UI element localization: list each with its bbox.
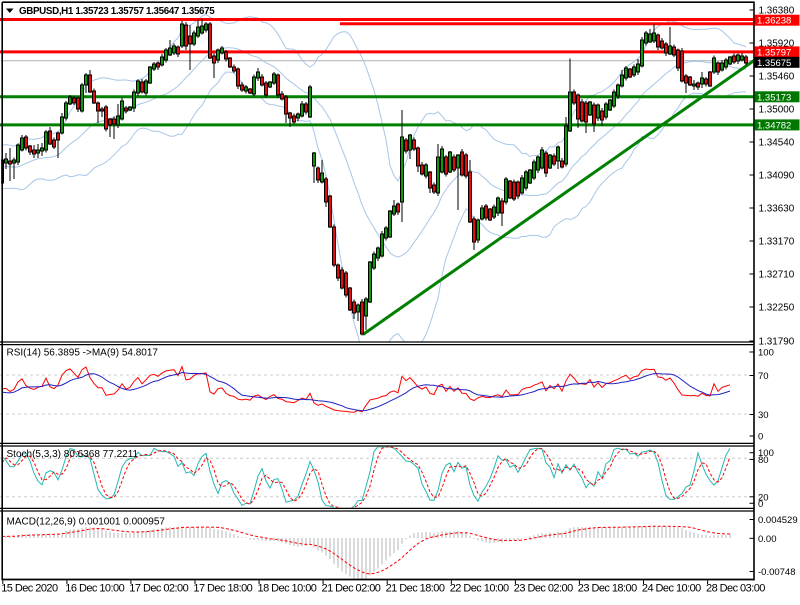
svg-text:RSI(14) 56.3895 ->MA(9) 54.80: RSI(14) 56.3895 ->MA(9) 54.8017 <box>7 348 159 359</box>
svg-text:17 Dec 02:00: 17 Dec 02:00 <box>129 583 188 595</box>
svg-text:GBPUSD,H1 1.35723 1.35757 1.3: GBPUSD,H1 1.35723 1.35757 1.35647 1.3567… <box>19 6 215 17</box>
svg-text:21 Dec 18:00: 21 Dec 18:00 <box>386 583 445 595</box>
svg-text:1.35460: 1.35460 <box>759 72 795 83</box>
svg-text:1.35000: 1.35000 <box>759 105 795 116</box>
svg-text:17 Dec 18:00: 17 Dec 18:00 <box>193 583 252 595</box>
svg-text:22 Dec 10:00: 22 Dec 10:00 <box>450 583 509 595</box>
svg-text:1.32710: 1.32710 <box>759 270 795 281</box>
svg-text:20: 20 <box>758 492 769 503</box>
svg-text:23 Dec 02:00: 23 Dec 02:00 <box>514 583 573 595</box>
svg-text:1.33170: 1.33170 <box>759 237 795 248</box>
svg-text:80: 80 <box>758 455 769 466</box>
svg-text:28 Dec 03:00: 28 Dec 03:00 <box>706 583 765 595</box>
svg-text:100: 100 <box>758 448 774 459</box>
svg-text:1.33630: 1.33630 <box>759 204 795 215</box>
svg-text:1.35920: 1.35920 <box>759 39 795 50</box>
svg-text:1.36380: 1.36380 <box>759 6 795 17</box>
svg-text:70: 70 <box>758 371 769 382</box>
svg-text:30: 30 <box>758 410 769 421</box>
svg-text:100: 100 <box>758 348 774 359</box>
svg-text:21 Dec 02:00: 21 Dec 02:00 <box>322 583 381 595</box>
svg-text:0: 0 <box>758 499 763 510</box>
svg-text:15 Dec 2020: 15 Dec 2020 <box>1 583 58 595</box>
svg-text:MACD(12,26,9) 0.001001 0.00095: MACD(12,26,9) 0.001001 0.000957 <box>7 517 166 528</box>
svg-text:18 Dec 10:00: 18 Dec 10:00 <box>258 583 317 595</box>
svg-text:24 Dec 10:00: 24 Dec 10:00 <box>642 583 701 595</box>
svg-text:1.34540: 1.34540 <box>759 138 795 149</box>
svg-text:1.34090: 1.34090 <box>759 171 795 182</box>
svg-text:-0.00748: -0.00748 <box>758 567 796 578</box>
svg-text:1.35797: 1.35797 <box>757 47 791 58</box>
svg-text:0: 0 <box>758 432 763 443</box>
svg-text:Stoch(5,3,3) 80.6368 77.2211: Stoch(5,3,3) 80.6368 77.2211 <box>7 449 139 460</box>
svg-text:0.00: 0.00 <box>758 534 777 545</box>
svg-text:1.34782: 1.34782 <box>757 120 791 131</box>
svg-text:16 Dec 10:00: 16 Dec 10:00 <box>65 583 124 595</box>
svg-text:23 Dec 18:00: 23 Dec 18:00 <box>578 583 637 595</box>
svg-text:1.31790: 1.31790 <box>759 337 795 348</box>
svg-text:0.004529: 0.004529 <box>758 515 798 526</box>
svg-text:1.32250: 1.32250 <box>759 303 795 314</box>
svg-text:1.35173: 1.35173 <box>757 92 791 103</box>
svg-text:1.35675: 1.35675 <box>757 58 791 69</box>
svg-text:1.36238: 1.36238 <box>757 16 791 27</box>
